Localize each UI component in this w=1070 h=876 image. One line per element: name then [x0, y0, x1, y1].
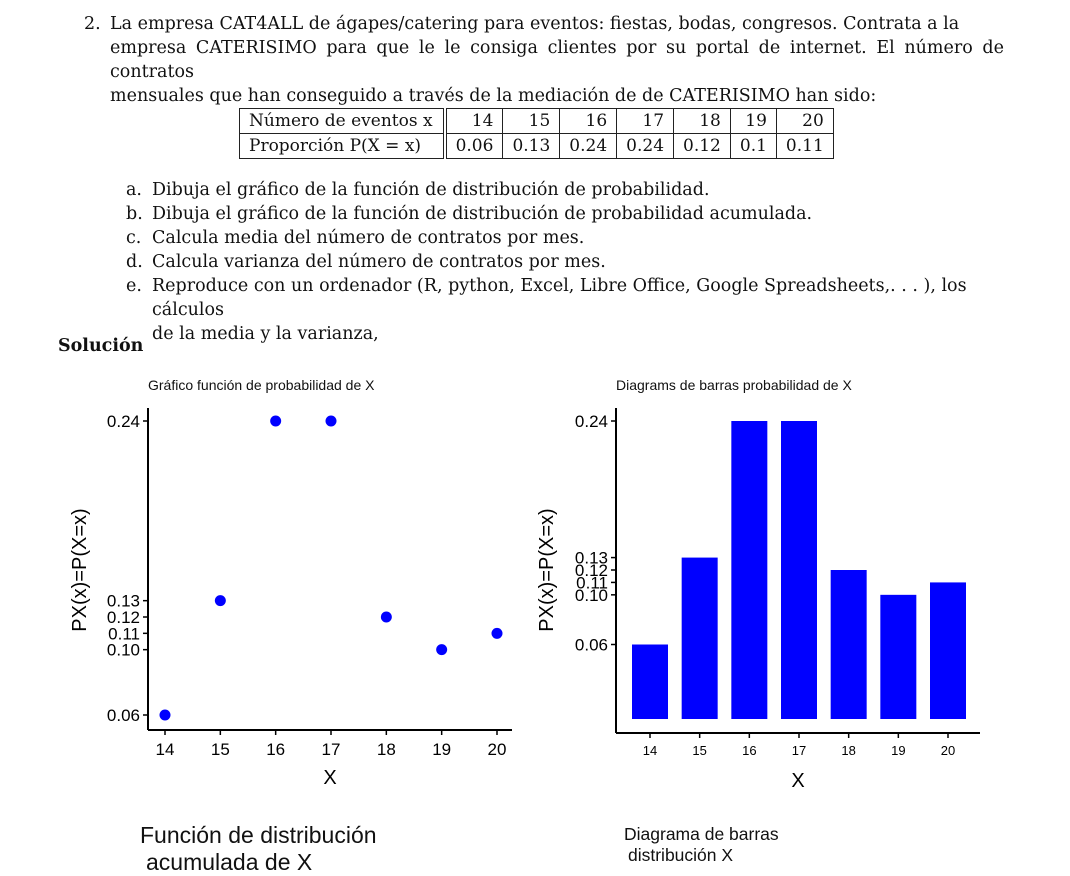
- data-point: [270, 415, 282, 427]
- x-tick-label: 19: [891, 743, 905, 758]
- item-label: e.: [126, 276, 142, 296]
- distribution-table: Número de eventos x 14 15 16 17 18 19 20…: [238, 108, 834, 159]
- statement-line: La empresa CAT4ALL de ágapes/catering pa…: [110, 14, 960, 34]
- x-tick-label: 16: [266, 740, 285, 759]
- y-tick-label: 0.11: [108, 624, 140, 643]
- item-text-continued: de la media y la varianza,: [152, 324, 379, 344]
- x-tick-label: 19: [432, 740, 451, 759]
- table-row-x: Número de eventos x 14 15 16 17 18 19 20: [238, 108, 834, 134]
- y-tick-label: 0.06: [575, 636, 608, 655]
- table-cell: 16: [559, 108, 618, 134]
- table-cell: 15: [502, 108, 561, 134]
- data-point: [380, 611, 392, 623]
- x-tick-label: 18: [377, 740, 396, 759]
- bar: [781, 421, 817, 719]
- chart-title: Diagrams de barras probabilidad de X: [616, 377, 852, 393]
- chart-title: Gráfico función de probabilidad de X: [148, 377, 375, 393]
- table-cell: 0.24: [559, 133, 618, 159]
- caption-line: acumulada de X: [146, 849, 313, 875]
- table-row-p: Proporción P(X = x) 0.06 0.13 0.24 0.24 …: [238, 133, 834, 159]
- x-tick-label: 16: [742, 743, 756, 758]
- statement-line: empresa CATERISIMO para que le le consig…: [110, 38, 1004, 82]
- list-item: b. Dibuja el gráfico de la función de dis…: [126, 202, 1006, 226]
- x-tick-label: 14: [643, 743, 657, 758]
- y-tick-label: 0.11: [576, 573, 608, 592]
- exercise-items: a. Dibuja el gráfico de la función de dis…: [126, 178, 1006, 346]
- bar: [681, 557, 718, 719]
- solution-heading: Solución: [58, 336, 144, 356]
- table-cell: 0.13: [502, 133, 561, 159]
- x-tick-label: 20: [488, 740, 507, 759]
- table-cell: 0.1: [729, 133, 777, 159]
- x-axis-label: X: [791, 770, 804, 792]
- bar: [731, 421, 768, 719]
- x-tick-label: 14: [156, 740, 175, 759]
- x-tick-label: 17: [322, 740, 341, 759]
- caption-line: Función de distribución: [140, 822, 377, 848]
- y-tick-label: 0.12: [575, 561, 608, 580]
- table-cell: 14: [444, 108, 504, 134]
- data-point: [491, 627, 503, 639]
- table-cell: 19: [729, 108, 777, 134]
- item-label: b.: [126, 204, 143, 224]
- x-tick-label: 20: [941, 743, 955, 758]
- y-tick-label: 0.12: [107, 608, 140, 627]
- problem-statement: 2. La empresa CAT4ALL de ágapes/catering…: [84, 12, 1004, 108]
- x-tick-label: 17: [792, 743, 806, 758]
- y-tick-label: 0.24: [575, 412, 608, 431]
- y-tick-label: 0.06: [107, 706, 140, 725]
- item-text: Reproduce con un ordenador (R, python, E…: [152, 276, 967, 320]
- item-label: d.: [126, 252, 143, 272]
- bar: [830, 570, 867, 719]
- data-point: [159, 709, 171, 721]
- row-label-x: Número de eventos x: [238, 108, 447, 134]
- bar: [930, 582, 966, 719]
- problem-number: 2.: [84, 14, 101, 34]
- caption-bar-distribution: Diagrama de barras distribución X: [624, 824, 779, 866]
- caption-line: Diagrama de barras: [624, 824, 779, 844]
- caption-line: distribución X: [628, 845, 734, 865]
- problem-text: La empresa CAT4ALL de ágapes/catering pa…: [110, 12, 1004, 108]
- y-tick-label: 0.13: [575, 549, 608, 568]
- table-cell: 0.06: [444, 133, 504, 159]
- item-text: Calcula varianza del número de contratos…: [152, 252, 606, 272]
- statement-line: mensuales que han conseguido a través de…: [110, 86, 877, 106]
- item-label: a.: [126, 180, 142, 200]
- table-cell: 17: [616, 108, 675, 134]
- y-tick-label: 0.24: [107, 412, 140, 431]
- x-tick-label: 18: [841, 743, 855, 758]
- x-axis-label: X: [323, 767, 336, 789]
- table-cell: 20: [775, 108, 834, 134]
- bar: [632, 644, 668, 719]
- item-text: Calcula media del número de contratos po…: [152, 228, 585, 248]
- table-cell: 0.24: [616, 133, 675, 159]
- item-text: Dibuja el gráfico de la función de distr…: [152, 204, 813, 224]
- data-point: [436, 644, 448, 656]
- bar: [880, 594, 917, 719]
- x-tick-label: 15: [692, 743, 706, 758]
- data-point: [214, 595, 226, 607]
- y-axis-label: PX(x)=P(X=x): [536, 508, 558, 631]
- caption-cumulative: Función de distribución acumulada de X: [140, 822, 377, 876]
- x-tick-label: 15: [211, 740, 230, 759]
- y-tick-label: 0.10: [107, 641, 140, 660]
- list-item: c. Calcula media del número de contratos …: [126, 226, 1006, 250]
- row-label-p: Proporción P(X = x): [238, 133, 447, 159]
- item-text: Dibuja el gráfico de la función de distr…: [152, 180, 710, 200]
- y-tick-label: 0.13: [107, 592, 140, 611]
- data-point: [325, 415, 337, 427]
- list-item: e. Reproduce con un ordenador (R, python,…: [126, 274, 1006, 346]
- item-label: c.: [126, 228, 142, 248]
- table-cell: 0.12: [673, 133, 731, 159]
- table-cell: 0.11: [775, 133, 834, 159]
- y-axis-label: PX(x)=P(X=x): [69, 508, 91, 631]
- list-item: d. Calcula varianza del número de contrat…: [126, 250, 1006, 274]
- list-item: a. Dibuja el gráfico de la función de dis…: [126, 178, 1006, 202]
- y-tick-label: 0.10: [575, 586, 608, 605]
